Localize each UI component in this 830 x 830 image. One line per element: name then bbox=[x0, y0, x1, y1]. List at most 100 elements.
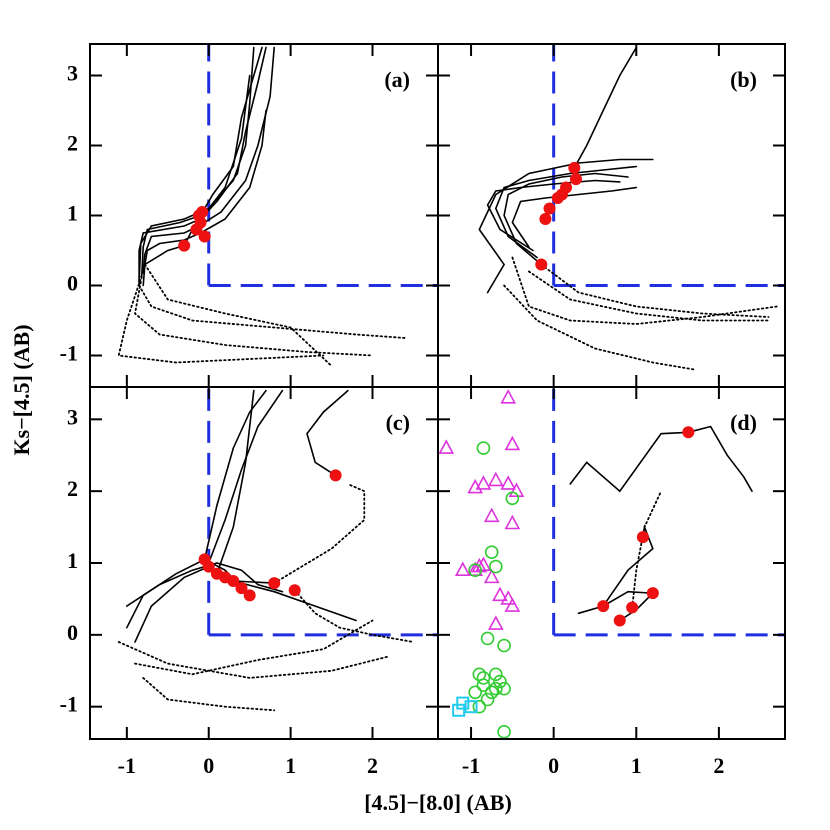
point bbox=[535, 258, 548, 271]
panel-frame bbox=[437, 43, 786, 388]
point bbox=[464, 700, 478, 714]
track bbox=[528, 270, 770, 322]
point bbox=[500, 389, 517, 404]
y-axis-label: Ks−[4.5] (AB) bbox=[9, 324, 34, 455]
track bbox=[687, 425, 753, 492]
track bbox=[569, 431, 690, 493]
point bbox=[539, 213, 552, 225]
track bbox=[138, 46, 267, 287]
point bbox=[468, 685, 482, 700]
point bbox=[504, 435, 521, 451]
track bbox=[306, 389, 349, 477]
point bbox=[489, 681, 503, 696]
point bbox=[597, 600, 610, 613]
y-tick-label: 0 bbox=[67, 271, 78, 296]
x-axis-label: [4.5]−[8.0] (AB) bbox=[364, 790, 512, 815]
x-tick-label: -1 bbox=[118, 753, 136, 778]
point bbox=[476, 671, 491, 685]
point bbox=[438, 439, 455, 454]
x-tick-label: -1 bbox=[462, 753, 480, 778]
point bbox=[487, 471, 504, 487]
track bbox=[134, 619, 374, 676]
panel-label: (c) bbox=[386, 410, 410, 435]
track bbox=[478, 158, 654, 294]
track bbox=[138, 284, 407, 339]
point bbox=[467, 561, 484, 576]
y-tick-label: -1 bbox=[60, 692, 78, 717]
y-tick-label: 2 bbox=[67, 131, 78, 156]
point bbox=[268, 577, 281, 590]
panel-plot bbox=[478, 44, 785, 371]
point bbox=[497, 681, 511, 696]
point bbox=[500, 590, 517, 605]
panel-label: (a) bbox=[384, 67, 410, 92]
point bbox=[569, 173, 582, 186]
point bbox=[210, 567, 223, 580]
track bbox=[216, 389, 255, 575]
point bbox=[613, 614, 626, 627]
track bbox=[540, 263, 770, 318]
point bbox=[504, 597, 521, 612]
panel-frame bbox=[89, 43, 439, 388]
x-tick-label: 2 bbox=[713, 753, 724, 778]
point bbox=[483, 568, 500, 584]
point bbox=[492, 586, 508, 602]
point bbox=[483, 507, 500, 523]
point bbox=[489, 559, 503, 574]
point bbox=[498, 373, 511, 385]
point bbox=[682, 426, 695, 439]
track bbox=[511, 256, 778, 325]
x-tick-label: 0 bbox=[548, 753, 559, 778]
track bbox=[486, 179, 621, 252]
point bbox=[497, 638, 511, 653]
point bbox=[487, 615, 504, 630]
track bbox=[232, 580, 357, 622]
point bbox=[475, 556, 492, 571]
y-tick-label: 1 bbox=[67, 201, 78, 226]
point bbox=[508, 482, 525, 497]
track bbox=[142, 74, 251, 287]
point bbox=[543, 202, 556, 215]
track bbox=[631, 490, 662, 609]
y-tick-label: 3 bbox=[67, 61, 78, 86]
y-tick-label: 1 bbox=[67, 548, 78, 573]
point bbox=[646, 587, 659, 600]
point bbox=[329, 469, 342, 482]
point bbox=[288, 584, 301, 597]
track bbox=[293, 589, 415, 643]
panel-frame bbox=[89, 386, 439, 740]
y-tick-label: 3 bbox=[67, 404, 78, 429]
track bbox=[207, 389, 284, 564]
x-tick-label: 1 bbox=[285, 753, 296, 778]
track bbox=[573, 46, 638, 169]
track bbox=[511, 186, 638, 248]
point bbox=[480, 631, 495, 646]
track bbox=[134, 281, 374, 357]
point bbox=[196, 206, 209, 218]
track bbox=[117, 270, 325, 364]
panel-plot bbox=[117, 44, 438, 367]
point bbox=[476, 678, 491, 692]
track bbox=[144, 263, 333, 367]
point bbox=[475, 475, 492, 490]
point bbox=[472, 699, 487, 714]
point bbox=[476, 441, 491, 455]
x-tick-label: 1 bbox=[631, 753, 642, 778]
track bbox=[203, 389, 267, 561]
point bbox=[636, 531, 649, 544]
y-tick-label: 2 bbox=[67, 476, 78, 501]
track bbox=[273, 483, 366, 584]
point bbox=[497, 725, 511, 739]
point bbox=[504, 514, 521, 530]
point bbox=[551, 192, 564, 204]
point bbox=[484, 545, 499, 560]
point bbox=[452, 703, 466, 717]
point bbox=[198, 230, 211, 243]
point bbox=[456, 696, 470, 710]
track bbox=[134, 565, 275, 643]
track bbox=[138, 46, 255, 283]
x-tick-label: 0 bbox=[203, 753, 214, 778]
panel-plot bbox=[438, 373, 785, 739]
point bbox=[505, 491, 520, 506]
point bbox=[493, 674, 507, 689]
